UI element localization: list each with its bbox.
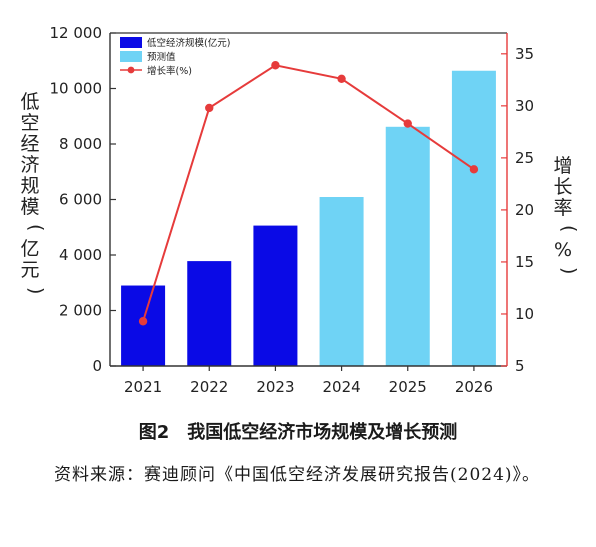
x-tick-label: 2022 bbox=[190, 378, 228, 396]
figure-caption: 图2 我国低空经济市场规模及增长预测 bbox=[138, 422, 458, 443]
left-tick-label: 6 000 bbox=[59, 191, 102, 209]
bar-2022 bbox=[187, 261, 232, 366]
x-tick-label: 2021 bbox=[124, 378, 162, 396]
right-tick-label: 30 bbox=[515, 97, 534, 115]
left-tick-label: 2 000 bbox=[59, 302, 102, 320]
x-tick-label: 2026 bbox=[455, 378, 493, 396]
svg-text:率: 率 bbox=[553, 197, 572, 219]
chart: 0 2 000 4 000 6 000 8 000 10 000 12 000 5 10 15 20… bbox=[20, 24, 580, 396]
svg-text:): ) bbox=[558, 267, 580, 274]
legend-label-line: 增长率(%) bbox=[147, 65, 192, 77]
legend-label-1: 预测值 bbox=[147, 51, 176, 63]
axes: 0 2 000 4 000 6 000 8 000 10 000 12 000 5 10 15 20… bbox=[20, 24, 580, 396]
legend-label-0: 低空经济规模(亿元) bbox=[147, 37, 230, 49]
left-tick-label: 0 bbox=[92, 357, 102, 375]
svg-text:规: 规 bbox=[20, 175, 39, 197]
x-tick-label: 2023 bbox=[256, 378, 294, 396]
right-tick-label: 25 bbox=[515, 149, 534, 167]
x-tick-label: 2025 bbox=[389, 378, 427, 396]
svg-text:): ) bbox=[25, 287, 47, 294]
growth-line bbox=[138, 61, 479, 326]
svg-text:%: % bbox=[554, 239, 572, 261]
svg-text:低: 低 bbox=[20, 91, 39, 113]
right-tick-label: 20 bbox=[515, 201, 534, 219]
right-tick-label: 35 bbox=[515, 45, 534, 63]
bar-2025 bbox=[385, 126, 430, 366]
left-tick-label: 12 000 bbox=[50, 24, 103, 42]
svg-text:模: 模 bbox=[20, 196, 39, 218]
svg-text:增: 增 bbox=[553, 155, 572, 177]
svg-text:经: 经 bbox=[20, 133, 39, 155]
right-axis-title: 增长率 (%) bbox=[553, 155, 580, 274]
svg-text:(: ( bbox=[25, 224, 47, 231]
legend-line-marker bbox=[127, 66, 135, 74]
bar-2026 bbox=[451, 70, 496, 367]
x-tick-label: 2024 bbox=[322, 378, 360, 396]
right-tick-label: 10 bbox=[515, 305, 534, 323]
left-tick-label: 10 000 bbox=[50, 80, 103, 98]
left-tick-label: 4 000 bbox=[59, 246, 102, 264]
bar-2021 bbox=[121, 285, 166, 366]
svg-text:济: 济 bbox=[20, 154, 39, 176]
svg-text:空: 空 bbox=[20, 112, 39, 134]
svg-text:长: 长 bbox=[553, 176, 572, 198]
growth-point-2024 bbox=[337, 74, 346, 83]
bar-2023 bbox=[253, 225, 298, 366]
svg-text:亿: 亿 bbox=[20, 238, 39, 260]
left-axis-title: 低空经济规模 ( 亿元) bbox=[20, 91, 47, 294]
legend-swatch-0 bbox=[120, 37, 142, 48]
right-tick-label: 5 bbox=[515, 357, 525, 375]
growth-line-path bbox=[142, 64, 475, 322]
bars bbox=[121, 70, 496, 367]
growth-point-2026 bbox=[469, 165, 479, 174]
bar-2024 bbox=[319, 197, 364, 366]
svg-text:(: ( bbox=[558, 225, 580, 232]
source-note: 资料来源：赛迪顾问《中国低空经济发展研究报告(2024)》。 bbox=[54, 465, 541, 485]
growth-point-2022 bbox=[205, 103, 214, 113]
legend-swatch-1 bbox=[120, 51, 142, 62]
left-tick-label: 8 000 bbox=[59, 135, 102, 153]
svg-text:元: 元 bbox=[20, 259, 39, 281]
growth-point-2025 bbox=[403, 119, 412, 128]
growth-point-2021 bbox=[138, 317, 148, 326]
growth-point-2023 bbox=[271, 61, 280, 70]
right-tick-label: 15 bbox=[515, 253, 534, 271]
